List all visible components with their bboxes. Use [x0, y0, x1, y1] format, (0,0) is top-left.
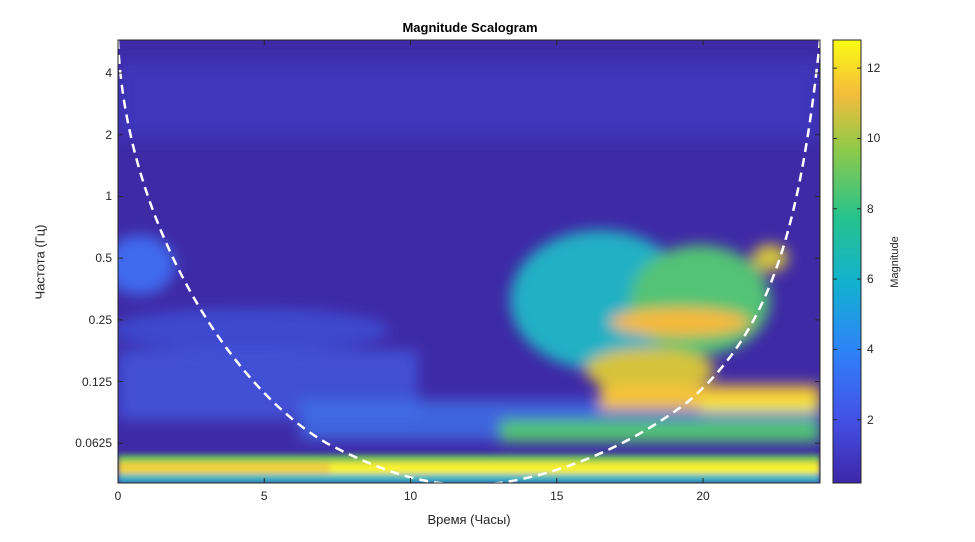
x-tick-label: 20: [696, 489, 710, 503]
y-axis-label: Частота (Гц): [32, 224, 48, 300]
plot-axes-box: [117, 39, 821, 484]
x-tick-label: 5: [260, 489, 268, 503]
colorbar-tick-label: 6: [867, 272, 874, 287]
y-tick-label: 0.5: [95, 251, 112, 266]
low-frequency-band: [118, 455, 820, 483]
y-tick-label: 2: [105, 127, 112, 142]
y-tick-label: 0.25: [88, 312, 112, 327]
colorbar-tick-label: 2: [867, 412, 874, 427]
colorbar-tick-label: 12: [867, 61, 881, 76]
y-tick-label: 4: [105, 66, 112, 81]
colorbar-tick-label: 4: [867, 342, 874, 357]
colorbar-tick-marks: [833, 67, 861, 421]
y-tick-label: 0.0625: [75, 436, 112, 451]
chart-title: Magnitude Scalogram: [402, 20, 538, 35]
heatmap: [118, 40, 820, 483]
x-tick-label: 0: [114, 489, 122, 503]
colorbar-tick-label: 10: [867, 131, 881, 146]
x-axis-label: Время (Часы): [427, 512, 511, 527]
y-tick-label: 0.125: [81, 374, 112, 389]
heatmap-regions: [118, 60, 820, 442]
y-tick-marks: [118, 72, 820, 444]
colorbar-label: Magnitude: [889, 236, 901, 288]
x-tick-marks: [117, 40, 704, 483]
colorbar-tick-label: 8: [867, 201, 874, 216]
x-tick-label: 15: [550, 489, 564, 503]
y-tick-label: 1: [105, 189, 112, 204]
x-tick-label: 10: [403, 489, 418, 503]
colorbar: [832, 39, 862, 484]
